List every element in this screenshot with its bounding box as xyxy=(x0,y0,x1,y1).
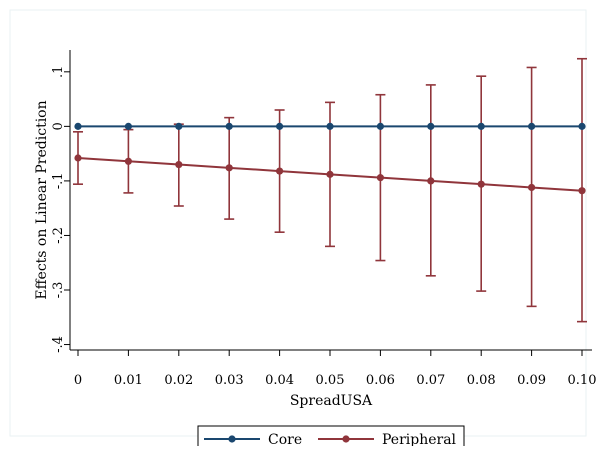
data-point xyxy=(225,164,233,172)
legend-item-peripheral: Peripheral xyxy=(318,432,457,448)
data-point xyxy=(427,177,435,185)
y-tick-label: .1 xyxy=(51,66,66,78)
x-tick-label: 0.01 xyxy=(114,373,143,388)
legend: Core Peripheral xyxy=(197,425,465,451)
data-point xyxy=(427,122,435,130)
y-tick-label: -.2 xyxy=(51,227,66,244)
x-tick-label: 0.10 xyxy=(568,373,596,388)
data-point xyxy=(74,154,82,162)
x-tick-label: 0 xyxy=(74,373,82,388)
x-tick-label: 0.06 xyxy=(366,373,395,388)
data-point xyxy=(326,122,334,130)
data-point xyxy=(376,174,384,182)
data-point xyxy=(124,157,132,165)
x-tick-label: 0.08 xyxy=(467,373,496,388)
series-core xyxy=(74,122,586,130)
y-tick-label: -.1 xyxy=(51,173,66,190)
series-peripheral xyxy=(73,57,587,323)
legend-marker xyxy=(228,435,236,443)
legend-item-core: Core xyxy=(204,432,302,448)
data-point xyxy=(578,187,586,195)
data-point xyxy=(376,122,384,130)
data-point xyxy=(124,122,132,130)
y-tick-label: -.3 xyxy=(51,282,66,299)
x-tick-label: 0.05 xyxy=(316,373,345,388)
data-point xyxy=(477,180,485,188)
legend-label: Core xyxy=(268,432,302,446)
data-point xyxy=(276,122,284,130)
x-axis-ticks: 0 0.01 0.02 0.03 0.04 0.05 0.06 0.07 0.08 0.09 0.1… xyxy=(74,350,596,388)
series-layer xyxy=(73,57,587,323)
data-point xyxy=(578,122,586,130)
x-tick-label: 0.04 xyxy=(265,373,294,388)
y-axis-ticks: -.4 -.3 -.2 -.1 0 .1 xyxy=(51,66,70,353)
data-point xyxy=(528,122,536,130)
legend-label: Peripheral xyxy=(382,432,457,446)
data-point xyxy=(276,167,284,175)
plot-region-background xyxy=(9,9,587,437)
data-point xyxy=(175,160,183,169)
data-point xyxy=(477,122,485,130)
data-point xyxy=(175,122,183,130)
x-axis-title: SpreadUSA xyxy=(290,393,373,409)
x-tick-label: 0.07 xyxy=(416,373,445,388)
y-axis-title: Effects on Linear Prediction xyxy=(34,100,50,299)
y-tick-label: -.4 xyxy=(51,336,66,353)
x-tick-label: 0.03 xyxy=(215,373,244,388)
data-point xyxy=(74,122,82,130)
x-tick-label: 0.02 xyxy=(164,373,193,388)
data-point xyxy=(225,122,233,130)
data-point xyxy=(326,170,334,178)
data-point xyxy=(528,183,536,192)
legend-marker xyxy=(342,435,350,443)
y-tick-label: 0 xyxy=(51,122,66,130)
x-tick-label: 0.09 xyxy=(517,373,546,388)
